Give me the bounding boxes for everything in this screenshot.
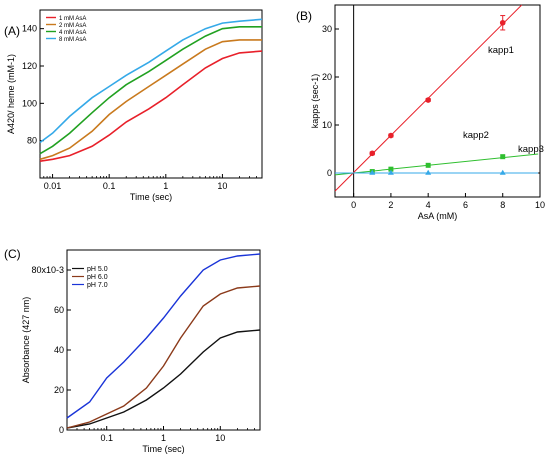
pc-series-line-3: [66, 253, 261, 419]
pb-y-axis-label: kapps (sec-1): [310, 74, 320, 129]
pa-series-line-2: [39, 39, 262, 161]
pa-y-tick-label: 120: [22, 61, 37, 71]
pc-legend-label: pH 5.0: [87, 266, 108, 273]
panel-label-b: (B): [296, 9, 312, 23]
pc-legend-label: pH 7.0: [87, 282, 108, 289]
pc-y-tick-label: 20: [54, 385, 64, 395]
panel-label-a: (A): [4, 24, 20, 38]
pa-legend-label: 2 mM AsA: [59, 23, 86, 29]
pc-x-tick-label: 0.1: [100, 433, 113, 443]
pa-legend-label: 1 mM AsA: [59, 16, 86, 22]
pc-x-axis-label: Time (sec): [142, 444, 184, 454]
pa-series-line-3: [39, 25, 262, 155]
pa-legend-label: 8 mM AsA: [59, 37, 86, 43]
pb-point-kapp1: [425, 97, 431, 103]
pb-point-kapp3: [387, 169, 394, 175]
pb-point-kapp2: [500, 154, 506, 160]
panel-label-c: (C): [4, 247, 21, 261]
pc-y-tick-label: 40: [54, 345, 64, 355]
pa-x-tick-label: 0.01: [44, 181, 62, 191]
pa-y-tick-label: 140: [22, 24, 37, 34]
pc-y-tick-label: 60: [54, 305, 64, 315]
pa-legend-label: 4 mM AsA: [59, 30, 86, 36]
pa-y-tick-label: 80: [27, 136, 37, 146]
pa-x-tick-label: 1: [163, 181, 168, 191]
pb-point-kapp3: [369, 169, 376, 175]
pb-point-kapp3: [425, 169, 432, 175]
pc-series-line-1: [66, 329, 261, 429]
pb-x-tick-label: 10: [535, 200, 545, 210]
pb-y-tick-label: 10: [322, 120, 332, 130]
pc-y-axis-label: Absorbance (427 nm): [21, 297, 31, 384]
pc-x-tick-label: 1: [161, 433, 166, 443]
pa-x-tick-label: 10: [217, 181, 227, 191]
pb-fit-line-kapp2: [334, 153, 539, 176]
pa-y-tick-label: 100: [22, 98, 37, 108]
pb-point-kapp2: [425, 162, 431, 168]
pb-point-kapp2: [388, 166, 394, 172]
pb-plot-frame: [334, 4, 541, 198]
pb-x-tick-label: 6: [463, 200, 468, 210]
pb-point-kapp1: [499, 19, 506, 26]
pb-x-tick-label: 4: [426, 200, 431, 210]
pa-y-axis-label: A420/ heme (mM-1): [6, 54, 16, 134]
pb-series-label-kapp3: kapp3: [518, 144, 544, 155]
pa-series-line-1: [39, 50, 263, 162]
pb-y-tick-label: 20: [322, 72, 332, 82]
pc-series-line-2: [66, 285, 261, 429]
pb-series-label-kapp1: kapp1: [488, 45, 514, 56]
pb-point-kapp3: [499, 169, 506, 175]
pb-y-tick-label: 30: [322, 24, 332, 34]
pa-plot-frame: [39, 9, 263, 179]
pb-y-tick-label: 0: [327, 168, 332, 178]
pb-point-kapp1: [388, 132, 394, 139]
pb-x-tick-label: 8: [500, 200, 505, 210]
pb-series-label-kapp2: kapp2: [463, 130, 489, 141]
pb-point-kapp1: [369, 150, 376, 157]
pa-series-line-4: [39, 18, 263, 144]
pa-x-axis-label: Time (sec): [130, 192, 172, 202]
pb-x-tick-label: 0: [351, 200, 356, 210]
pc-x-tick-label: 10: [215, 433, 225, 443]
pc-legend-label: pH 6.0: [87, 274, 108, 281]
pb-x-axis-label: AsA (mM): [418, 211, 458, 221]
pc-y-tick-label: 80x10-3: [31, 265, 64, 275]
pc-y-tick-label: 0: [59, 425, 64, 435]
pb-x-tick-label: 2: [388, 200, 393, 210]
pa-x-tick-label: 0.1: [103, 181, 116, 191]
